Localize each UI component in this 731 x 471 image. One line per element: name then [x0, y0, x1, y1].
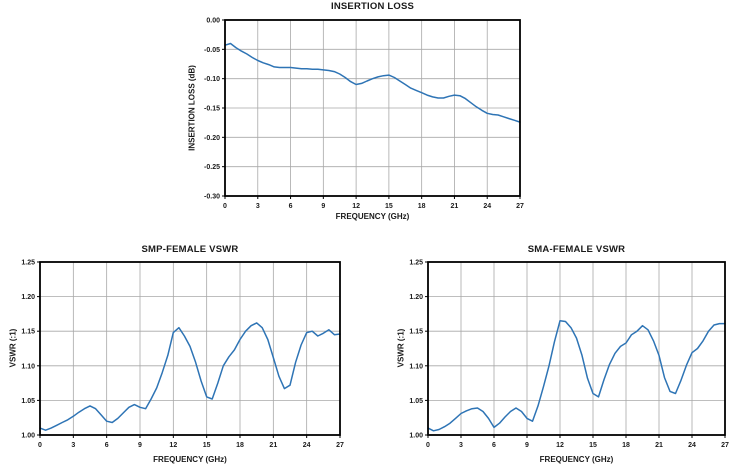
svg-text:1.05: 1.05: [21, 398, 35, 405]
svg-text:1.05: 1.05: [409, 398, 423, 405]
svg-text:1.10: 1.10: [409, 363, 423, 370]
svg-text:6: 6: [105, 442, 109, 449]
svg-text:0: 0: [223, 203, 227, 210]
smp-vswr-plot-area: 0 3 6 9 12 15 18 21 24 27 1.00 1.05 1.10 1.15 1.20 1.25: [21, 260, 344, 450]
svg-text:12: 12: [352, 203, 360, 210]
svg-text:24: 24: [303, 442, 311, 449]
svg-text:9: 9: [525, 442, 529, 449]
svg-text:0: 0: [38, 442, 42, 449]
svg-text:1.15: 1.15: [21, 329, 35, 336]
svg-text:24: 24: [688, 442, 696, 449]
svg-text:15: 15: [203, 442, 211, 449]
svg-text:1.20: 1.20: [409, 294, 423, 301]
svg-text:12: 12: [556, 442, 564, 449]
svg-text:6: 6: [289, 203, 293, 210]
svg-text:1.20: 1.20: [21, 294, 35, 301]
svg-text:27: 27: [516, 203, 524, 210]
svg-text:-0.05: -0.05: [204, 47, 220, 54]
chart-title: SMA-FEMALE VSWR: [527, 244, 626, 255]
svg-text:1.00: 1.00: [21, 433, 35, 440]
svg-text:-0.10: -0.10: [204, 76, 220, 83]
svg-text:0: 0: [426, 442, 430, 449]
insertion-loss-plot-area: 0 3 6 9 12 15 18 21 24 27 0.00 -0.05 -0.10 -0.15 -0.20…: [204, 18, 524, 211]
svg-text:24: 24: [483, 203, 491, 210]
svg-text:21: 21: [269, 442, 277, 449]
svg-text:-0.25: -0.25: [204, 164, 220, 171]
svg-text:9: 9: [321, 203, 325, 210]
svg-text:-0.15: -0.15: [204, 106, 220, 113]
svg-text:-0.20: -0.20: [204, 135, 220, 142]
svg-text:-0.30: -0.30: [204, 194, 220, 201]
svg-text:27: 27: [721, 442, 729, 449]
x-axis-label: FREQUENCY (GHz): [335, 212, 410, 221]
svg-text:15: 15: [385, 203, 393, 210]
svg-text:18: 18: [236, 442, 244, 449]
svg-text:1.10: 1.10: [21, 363, 35, 370]
sma-female-vswr-chart: SMA-FEMALE VSWR VSWR (:1) 0 3 6 9 12 15 18 21 24…: [388, 240, 731, 471]
svg-text:1.25: 1.25: [409, 260, 423, 267]
svg-text:9: 9: [138, 442, 142, 449]
svg-text:3: 3: [71, 442, 75, 449]
svg-text:3: 3: [256, 203, 260, 210]
svg-text:12: 12: [169, 442, 177, 449]
chart-title: SMP-FEMALE VSWR: [141, 244, 239, 255]
svg-text:0.00: 0.00: [206, 18, 220, 25]
sma-vswr-plot-area: 0 3 6 9 12 15 18 21 24 27 1.00 1.05 1.10 1.15 1.20 1.25: [409, 260, 729, 450]
svg-text:3: 3: [459, 442, 463, 449]
svg-text:27: 27: [336, 442, 344, 449]
svg-text:21: 21: [451, 203, 459, 210]
svg-text:1.25: 1.25: [21, 260, 35, 267]
x-axis-label: FREQUENCY (GHz): [539, 455, 614, 464]
svg-text:18: 18: [418, 203, 426, 210]
svg-text:6: 6: [492, 442, 496, 449]
svg-text:21: 21: [655, 442, 663, 449]
svg-text:1.00: 1.00: [409, 433, 423, 440]
x-axis-label: FREQUENCY (GHz): [153, 455, 227, 464]
svg-text:1.15: 1.15: [409, 329, 423, 336]
chart-title: INSERTION LOSS: [330, 1, 415, 12]
svg-text:18: 18: [622, 442, 630, 449]
svg-text:15: 15: [589, 442, 597, 449]
smp-female-vswr-chart: SMP-FEMALE VSWR VSWR (:1) 0 3 6 9 12 15 18 21 24…: [0, 240, 360, 471]
